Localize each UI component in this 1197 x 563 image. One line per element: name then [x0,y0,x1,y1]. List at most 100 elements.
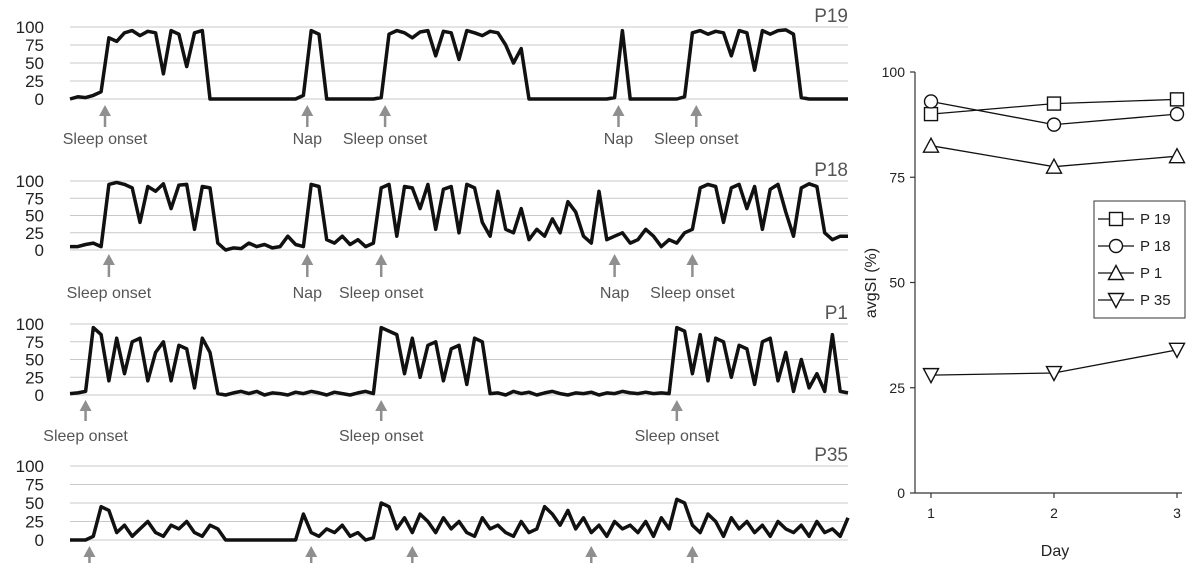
annotation-arrow [686,546,699,563]
annotation-arrow: Sleep onset [339,400,424,445]
data-point [1046,117,1062,132]
arrow-head [305,546,318,557]
y-axis-title: avgSI (%) [863,248,880,318]
y-tick-label: 100 [16,18,44,37]
y-tick-label: 0 [897,485,905,501]
arrow-head [379,105,392,116]
panel-label: P18 [814,160,848,181]
series-p19 [923,92,1185,122]
annotation-label: Sleep onset [654,131,739,148]
x-tick-label: 2 [1050,505,1058,521]
y-tick-label: 25 [25,368,44,387]
arrow-head [608,254,621,265]
legend-item: P 19 [1098,211,1171,228]
legend: P 19 P 18 P 1 P 35 [1093,200,1186,319]
arrow-head [690,105,703,116]
annotation-label: Nap [293,285,322,302]
y-tick-label: 75 [25,189,44,208]
arrow-head [406,546,419,557]
arrow-head [99,105,112,116]
y-tick-label: 50 [25,494,44,513]
annotation-arrow [305,546,318,563]
annotation-label: Sleep onset [63,131,148,148]
annotation-arrow: Sleep onset [67,254,152,302]
y-tick-label: 25 [25,224,44,243]
legend-label: P 19 [1140,211,1171,228]
series-line [70,180,848,252]
y-tick-label: 0 [35,386,44,405]
y-tick-label: 25 [25,72,44,91]
series-p18 [923,94,1185,132]
y-tick-label: 50 [25,351,44,370]
y-tick-label: 75 [25,333,44,352]
series-line [69,325,849,397]
data-point [923,106,939,122]
summary-chart: 0 25 50 75 100 1 2 3 Day avgSI (%) P 19 P 18 P 1 P 35 [863,64,1186,560]
arrow-head [612,105,625,116]
panel-label: P1 [825,303,848,324]
annotation-arrow [406,546,419,563]
annotation-arrow: Sleep onset [63,105,148,148]
annotation-label: Nap [604,131,633,148]
annotation-label: Nap [600,285,629,302]
data-point [1107,264,1125,281]
data-point [1169,92,1185,107]
annotation-arrow: Sleep onset [654,105,739,148]
arrow-head [375,254,388,265]
annotation-arrow: Nap [604,105,633,148]
annotation-arrow: Sleep onset [339,254,424,302]
data-point [1168,342,1186,359]
y-tick-label: 25 [25,513,44,532]
arrow-head [585,546,598,557]
annotation-arrow [83,546,96,563]
y-tick-label: 75 [25,36,44,55]
annotation-arrow [585,546,598,563]
data-point [1045,157,1063,174]
arrow-head [102,254,115,265]
data-point [922,136,940,153]
arrow-head [686,546,699,557]
panel-label: P19 [814,6,848,27]
annotation-label: Sleep onset [43,428,128,445]
y-tick-label: 50 [889,275,905,291]
legend-item: P 1 [1098,264,1162,282]
legend-item: P 35 [1098,292,1171,309]
arrow-head [301,105,314,116]
x-tick-label: 3 [1173,505,1181,521]
y-tick-label: 75 [889,169,905,185]
arrow-head [686,254,699,265]
annotation-arrow: Nap [600,254,629,302]
legend-label: P 18 [1140,238,1171,255]
data-point [922,367,940,385]
y-tick-label: 50 [25,54,44,73]
arrow-head [83,546,96,557]
y-tick-label: 0 [35,241,44,260]
series-line [69,28,848,101]
y-tick-label: 100 [16,315,44,334]
annotation-arrow: Sleep onset [650,254,735,302]
annotation-arrow: Nap [293,254,322,302]
annotation-arrow: Sleep onset [343,105,428,148]
panel-label: P35 [814,445,848,466]
series-p35 [922,342,1186,385]
annotation-label: Sleep onset [339,285,424,302]
x-axis-title: Day [1041,543,1069,560]
arrow-head [670,400,683,411]
arrow-head [375,400,388,411]
annotation-label: Sleep onset [650,285,735,302]
annotation-arrow: Nap [293,105,322,148]
data-point [923,94,939,109]
data-point [1108,238,1124,254]
y-tick-label: 50 [25,207,44,226]
arrow-head [301,254,314,265]
data-point [1046,96,1062,111]
legend-label: P 35 [1140,292,1171,309]
y-tick-label: 0 [35,531,44,550]
annotation-label: Sleep onset [635,428,720,445]
y-tick-label: 100 [882,64,906,80]
annotation-label: Nap [293,131,322,148]
annotation-arrow: Sleep onset [635,400,720,445]
